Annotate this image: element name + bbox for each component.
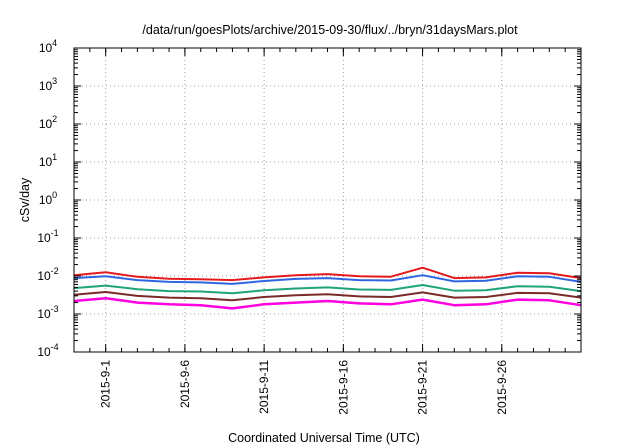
x-tick-label: 2015-9-1 bbox=[99, 360, 113, 408]
series-line bbox=[73, 284, 582, 295]
x-tick-label: 2015-9-11 bbox=[257, 360, 271, 414]
y-tick-label: 10-2 bbox=[37, 266, 58, 283]
series-group bbox=[73, 266, 582, 310]
chart-title: /data/run/goesPlots/archive/2015-09-30/f… bbox=[142, 23, 518, 37]
series-line bbox=[73, 296, 582, 310]
series-line bbox=[73, 291, 582, 302]
y-tick-label: 100 bbox=[39, 190, 57, 207]
y-tick-label: 10-3 bbox=[37, 304, 58, 321]
y-tick-label: 101 bbox=[39, 152, 57, 169]
y-tick-label: 104 bbox=[39, 38, 57, 55]
x-tick-label: 2015-9-6 bbox=[178, 360, 192, 408]
x-tick-label: 2015-9-26 bbox=[495, 360, 509, 415]
y-tick-label: 10-4 bbox=[37, 342, 58, 359]
x-tick-label: 2015-9-21 bbox=[416, 360, 430, 415]
series-line bbox=[73, 266, 582, 282]
y-tick-label: 103 bbox=[39, 76, 57, 93]
y-tick-label: 102 bbox=[39, 114, 57, 131]
series-line bbox=[73, 274, 582, 285]
x-axis-label: Coordinated Universal Time (UTC) bbox=[228, 431, 420, 445]
x-axis: 2015-9-1 2015-9-6 2015-9-11 2015-9-16 2015-9… bbox=[89, 48, 566, 415]
y-axis-label: cSv/day bbox=[18, 177, 32, 222]
grid bbox=[74, 48, 581, 352]
y-axis: 10-4 10-3 10-2 10-1 100 101 102 103 104 bbox=[37, 38, 581, 359]
y-tick-label: 10-1 bbox=[37, 228, 58, 245]
x-tick-label: 2015-9-16 bbox=[336, 360, 350, 415]
